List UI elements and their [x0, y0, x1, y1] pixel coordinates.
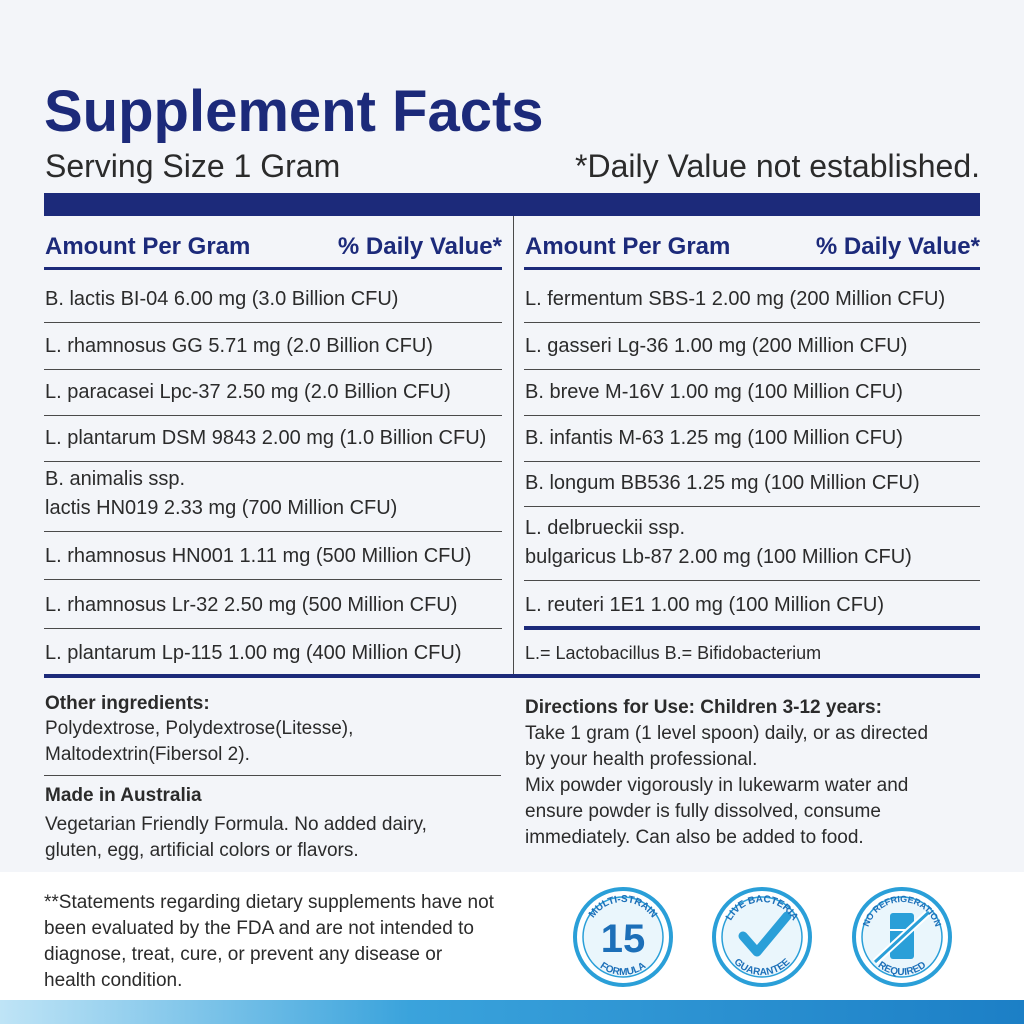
ingredient-line: L. rhamnosus Lr-32 2.50 mg (500 Million …: [45, 594, 458, 616]
ingredient-row: B. lactis BI-04 6.00 mg (3.0 Billion CFU…: [45, 268, 503, 322]
ingredient-line: L. rhamnosus GG 5.71 mg (2.0 Billion CFU…: [45, 335, 433, 357]
row-rule: [44, 628, 502, 629]
ingredient-line: B. breve M-16V 1.00 mg (100 Million CFU): [525, 381, 903, 403]
ingredient-line: L. plantarum Lp-115 1.00 mg (400 Million…: [45, 642, 462, 664]
ingredient-line: B. infantis M-63 1.25 mg (100 Million CF…: [525, 427, 903, 449]
badge: NO REFRIGERATION REQUIRED: [852, 887, 952, 987]
text-line: **Statements regarding dietary supplemen…: [44, 892, 494, 913]
ingredient-line: lactis HN019 2.33 mg (700 Million CFU): [45, 497, 398, 519]
header-rule: [44, 267, 502, 270]
dv-header: % Daily Value*: [337, 233, 502, 260]
ingredient-row: L. plantarum Lp-115 1.00 mg (400 Million…: [45, 628, 503, 676]
badge-bottom-text: FORMULA: [598, 960, 648, 978]
ingredient-line: L. reuteri 1E1 1.00 mg (100 Million CFU): [525, 594, 885, 616]
separator: [44, 775, 501, 776]
badge: LIVE BACTERIA GUARANTEE: [712, 887, 812, 987]
text-line: diagnose, treat, cure, or prevent any di…: [44, 944, 443, 965]
badge-bottom: REQUIRED: [876, 960, 928, 978]
text-line: Maltodextrin(Fibersol 2).: [45, 744, 250, 765]
ingredient-line: bulgaricus Lb-87 2.00 mg (100 Million CF…: [525, 546, 912, 568]
row-rule: [44, 579, 502, 580]
text-line: by your health professional.: [525, 749, 758, 770]
ingredient-row: L. rhamnosus Lr-32 2.50 mg (500 Million …: [45, 579, 503, 628]
text-line: ensure powder is fully dissolved, consum…: [525, 801, 881, 822]
disclaimer: **Statements regarding dietary supplemen…: [44, 890, 494, 994]
text-line: Take 1 gram (1 level spoon) daily, or as…: [525, 723, 929, 744]
directions-heading: Directions for Use: Children 3-12 years:: [525, 697, 882, 718]
directions-lines: Take 1 gram (1 level spoon) daily, or as…: [525, 721, 928, 851]
ingredient-row: L. reuteri 1E1 1.00 mg (100 Million CFU): [525, 580, 981, 628]
ingredient-row: L. delbrueckii ssp. bulgaricus Lb-87 2.00…: [525, 506, 981, 580]
badges: MULTI-STRAIN 15 FORMULA LIVE BACTERIA GU…: [573, 887, 952, 987]
ingredient-line: L. paracasei Lpc-37 2.50 mg (2.0 Billion…: [45, 381, 451, 403]
ingredient-row: B. breve M-16V 1.00 mg (100 Million CFU): [525, 369, 981, 415]
badge-center: 15: [601, 917, 646, 961]
table-bottom-rule: [44, 674, 980, 678]
row-rule: [44, 461, 502, 462]
row-rule: [44, 415, 502, 416]
ingredient-row: L. plantarum DSM 9843 2.00 mg (1.0 Billi…: [45, 415, 503, 461]
ingredient-line: B. lactis BI-04 6.00 mg (3.0 Billion CFU…: [45, 288, 399, 310]
serving-size: Serving Size 1 Gram: [45, 148, 341, 184]
text-line: health condition.: [44, 970, 183, 991]
made-lines: Vegetarian Friendly Formula. No added da…: [45, 812, 427, 864]
row-rule: [524, 506, 980, 507]
ingredient-row: L. rhamnosus HN001 1.11 mg (500 Million …: [45, 531, 503, 579]
text-line: gluten, egg, artificial colors or flavor…: [45, 840, 359, 861]
text-line: immediately. Can also be added to food.: [525, 827, 864, 848]
badge-bottom: FORMULA: [598, 960, 648, 978]
text-line: been evaluated by the FDA and are not in…: [44, 918, 474, 939]
row-rule: [44, 322, 502, 323]
ingredient-row: B. longum BB536 1.25 mg (100 Million CFU…: [525, 461, 981, 506]
amount-header: Amount Per Gram: [525, 233, 731, 260]
row-rule: [524, 415, 980, 416]
ingredient-row: L. rhamnosus GG 5.71 mg (2.0 Billion CFU…: [45, 322, 503, 369]
column-divider: [513, 216, 514, 676]
other-heading: Other ingredients:: [45, 693, 210, 714]
ingredient-row: L. paracasei Lpc-37 2.50 mg (2.0 Billion…: [45, 369, 503, 415]
badge-bottom-text: REQUIRED: [876, 960, 928, 978]
header-bar: [44, 193, 980, 216]
ingredient-line: L. fermentum SBS-1 2.00 mg (200 Million …: [525, 288, 946, 310]
row-rule: [524, 369, 980, 370]
abbreviations: L.= Lactobacillus B.= Bifidobacterium: [525, 643, 822, 663]
ingredient-row: L. fermentum SBS-1 2.00 mg (200 Million …: [525, 268, 981, 322]
ingredient-line: B. longum BB536 1.25 mg (100 Million CFU…: [525, 472, 920, 494]
title: Supplement Facts: [44, 79, 544, 144]
other-lines: Polydextrose, Polydextrose(Litesse), Malt…: [45, 716, 353, 768]
right-rule: [524, 626, 980, 630]
ingredient-line: L. gasseri Lg-36 1.00 mg (200 Million CF…: [525, 335, 908, 357]
ingredient-line: B. animalis ssp.: [45, 468, 186, 490]
dv-header: % Daily Value*: [815, 233, 980, 260]
ingredient-row: B. animalis ssp. lactis HN019 2.33 mg (70…: [45, 461, 503, 531]
badge: MULTI-STRAIN 15 FORMULA: [573, 887, 673, 987]
text-line: Vegetarian Friendly Formula. No added da…: [45, 814, 427, 835]
row-rule: [524, 322, 980, 323]
bottom-strip: [0, 1000, 1024, 1024]
text-line: Mix powder vigorously in lukewarm water …: [525, 775, 909, 796]
made-heading: Made in Australia: [45, 785, 202, 806]
header-rule: [524, 267, 980, 270]
ingredient-line: L. delbrueckii ssp.: [525, 517, 686, 539]
row-rule: [524, 580, 980, 581]
row-rule: [524, 461, 980, 462]
ingredient-line: L. rhamnosus HN001 1.11 mg (500 Million …: [45, 545, 472, 567]
ingredient-line: L. plantarum DSM 9843 2.00 mg (1.0 Billi…: [45, 427, 487, 449]
row-rule: [44, 369, 502, 370]
text-line: Polydextrose, Polydextrose(Litesse),: [45, 718, 354, 739]
amount-header: Amount Per Gram: [45, 233, 251, 260]
ingredient-row: B. infantis M-63 1.25 mg (100 Million CF…: [525, 415, 981, 461]
dv-note: *Daily Value not established.: [575, 148, 980, 184]
ingredient-row: L. gasseri Lg-36 1.00 mg (200 Million CF…: [525, 322, 981, 369]
row-rule: [44, 531, 502, 532]
